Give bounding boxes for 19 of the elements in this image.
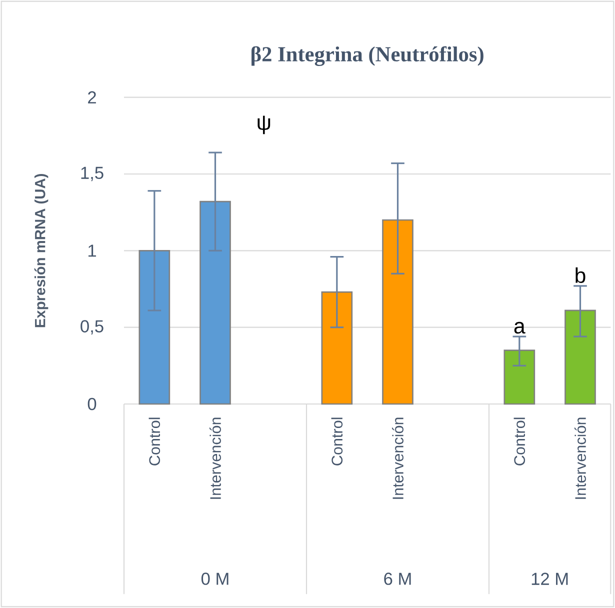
data-label: a xyxy=(514,322,526,334)
x-tick-label: Control xyxy=(514,418,526,466)
y-tick-label: 1,5 xyxy=(81,166,104,182)
y-axis-title: Expresión mRNA (UA) xyxy=(34,174,48,328)
annotation: ψ xyxy=(258,116,270,134)
y-tick-label: 2 xyxy=(88,91,96,104)
text: 12 M xyxy=(532,572,568,585)
chart-title: β2 Integrina (Neutrófilos) xyxy=(252,46,484,66)
y-tick-label: 0,5 xyxy=(80,320,104,334)
x-tick-label: Control xyxy=(148,418,160,466)
x-tick-label: Intervención xyxy=(210,418,221,499)
y-tick-label: 1 xyxy=(88,244,96,257)
text: 0 M xyxy=(201,572,228,585)
data-label: b xyxy=(576,267,586,283)
x-tick-label: Control xyxy=(331,418,343,466)
x-tick-label: Intervención xyxy=(392,418,404,499)
x-tick-label: Intervención xyxy=(574,418,586,499)
y-tick-label: 0 xyxy=(88,398,96,410)
text: 6 M xyxy=(384,572,411,585)
